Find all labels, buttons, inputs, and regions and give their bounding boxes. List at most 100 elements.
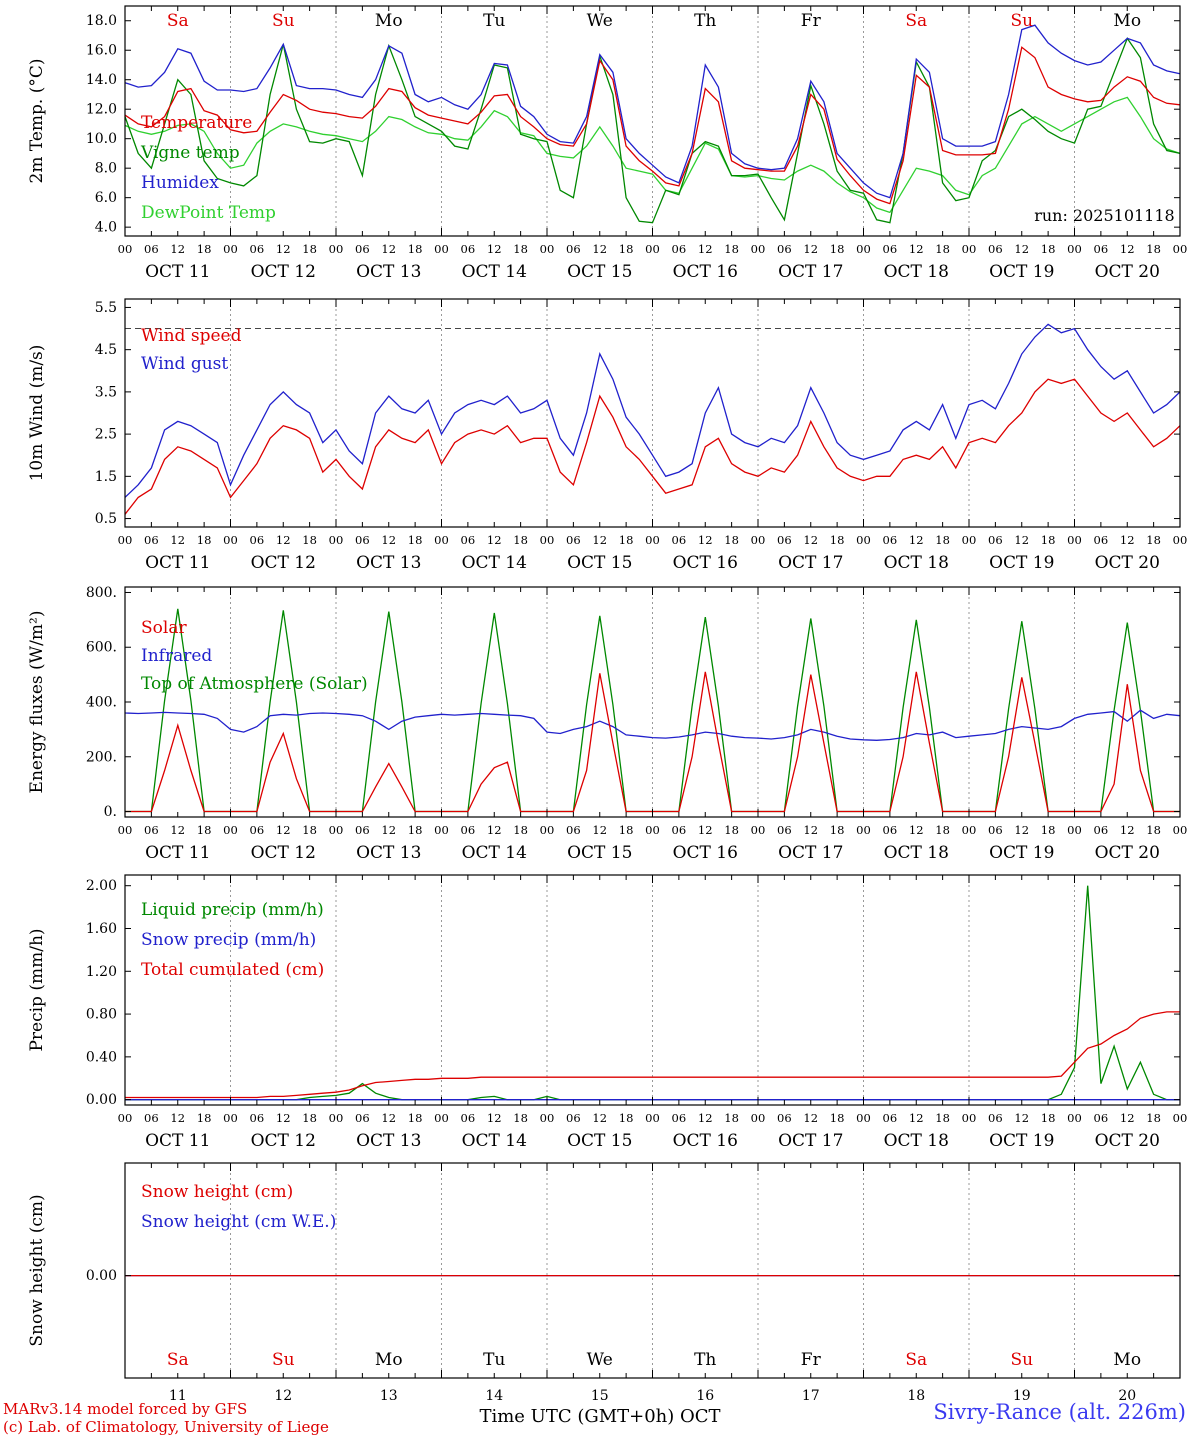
day-name-label: Su	[1010, 11, 1033, 31]
hour-tick-label: 18	[619, 1111, 634, 1125]
date-label: OCT 11	[145, 553, 210, 573]
hour-tick-label: 06	[1094, 1111, 1109, 1125]
y-tick-label: 4.0	[95, 220, 117, 236]
y-tick-label: 0.40	[86, 1049, 117, 1065]
hour-tick-label: 00	[1067, 823, 1082, 837]
hour-tick-label: 00	[962, 533, 977, 547]
hour-tick-label: 18	[408, 242, 423, 256]
hour-tick-label: 18	[302, 242, 317, 256]
series-temperature	[124, 46, 1181, 205]
series-wind-speed	[124, 378, 1181, 515]
date-label: OCT 20	[1095, 1131, 1160, 1151]
wind-chart: 0.5 1.5 2.5 3.5 4.5 5.5 10m Wind (m/s) 00 06 12 18…	[27, 298, 1187, 573]
hour-tick-label: 18	[513, 823, 528, 837]
date-label: OCT 13	[356, 1131, 421, 1151]
hour-tick-label: 12	[487, 823, 502, 837]
date-label: 12	[274, 1388, 292, 1403]
hour-tick-label: 00	[329, 823, 344, 837]
hour-tick-label: 18	[302, 823, 317, 837]
hour-tick-label: 06	[883, 533, 898, 547]
hour-tick-label: 06	[777, 1111, 792, 1125]
date-label: 11	[169, 1388, 187, 1403]
hour-tick-label: 06	[1094, 242, 1109, 256]
date-label: OCT 14	[462, 1131, 527, 1151]
hour-tick-label: 18	[408, 823, 423, 837]
hour-tick-label: 06	[1094, 533, 1109, 547]
hour-tick-label: 12	[592, 533, 607, 547]
legend-temperature: Temperature	[141, 113, 252, 133]
temperature-gridlines	[230, 6, 1075, 236]
hour-tick-label: 00	[329, 1111, 344, 1125]
hour-tick-label: 00	[751, 823, 766, 837]
day-name-label: Su	[1010, 1350, 1033, 1370]
y-axis-title: Energy fluxes (W/m²)	[27, 611, 47, 794]
hour-tick-label: 12	[1014, 242, 1029, 256]
hour-tick-label: 12	[487, 1111, 502, 1125]
legend-wind-gust: Wind gust	[141, 354, 228, 374]
snow-gridlines	[230, 1163, 1075, 1378]
y-tick-label: 0.	[104, 804, 117, 820]
date-label: 14	[485, 1388, 503, 1403]
hour-tick-label: 06	[250, 823, 265, 837]
date-label: OCT 15	[567, 262, 632, 282]
hour-tick-label: 06	[461, 242, 476, 256]
hour-tick-label: 12	[1014, 533, 1029, 547]
hour-tick-label: 06	[672, 242, 687, 256]
date-label: 18	[907, 1388, 925, 1403]
legend-solar: Solar	[141, 618, 187, 638]
day-name-label: We	[587, 11, 613, 31]
hour-tick-label: 12	[487, 533, 502, 547]
footer: MARv3.14 model forced by GFS (c) Lab. of…	[0, 1398, 1194, 1440]
hour-tick-label: 00	[751, 1111, 766, 1125]
hour-tick-label: 12	[170, 823, 185, 837]
hour-tick-label: 06	[144, 1111, 159, 1125]
hour-tick-label: 12	[909, 823, 924, 837]
hour-tick-label: 00	[223, 823, 238, 837]
y-tick-label: 6.0	[95, 190, 117, 206]
series-humidex	[124, 24, 1181, 199]
hour-tick-label: 06	[250, 242, 265, 256]
panel-precip: 0.00 0.40 0.80 1.20 1.60 2.00 Precip (mm/h) 00 0…	[0, 869, 1194, 1157]
hour-tick-label: 12	[803, 533, 818, 547]
hour-tick-label: 00	[962, 242, 977, 256]
hour-tick-label: 12	[381, 1111, 396, 1125]
hour-tick-label: 00	[1173, 1111, 1188, 1125]
y-tick-label: 5.5	[95, 300, 117, 316]
date-label: OCT 17	[778, 843, 843, 863]
temperature-chart: 4.0 6.0 8.0 10.0 12.0 14.0 16.0 18.0 2m Temp. (°…	[27, 5, 1187, 282]
hour-tick-label: 00	[329, 533, 344, 547]
hour-tick-label: 18	[302, 533, 317, 547]
hour-tick-label: 12	[381, 823, 396, 837]
hour-tick-label: 12	[592, 823, 607, 837]
hour-tick-label: 00	[856, 1111, 871, 1125]
hour-tick-label: 12	[1120, 1111, 1135, 1125]
hour-tick-label: 06	[566, 533, 581, 547]
hour-tick-label: 18	[197, 823, 212, 837]
temperature-series	[124, 24, 1181, 224]
hour-tick-label: 18	[1146, 242, 1161, 256]
day-name-label: Fr	[801, 11, 822, 31]
hour-tick-label: 00	[1173, 823, 1188, 837]
hour-tick-label: 06	[988, 533, 1003, 547]
hour-tick-label: 12	[909, 533, 924, 547]
day-name-label: Tu	[483, 1350, 505, 1370]
hour-tick-label: 12	[698, 1111, 713, 1125]
snow-axes: 0.00 Snow height (cm) 11 12 13 14 15 16 17 18 19 20…	[27, 1163, 1181, 1403]
hour-tick-label: 00	[223, 242, 238, 256]
date-label: OCT 11	[145, 262, 210, 282]
legend-dewpoint-temp: DewPoint Temp	[141, 203, 276, 223]
hour-tick-label: 18	[830, 533, 845, 547]
hour-tick-label: 00	[856, 823, 871, 837]
hour-tick-label: 00	[1067, 1111, 1082, 1125]
legend-humidex: Humidex	[141, 173, 219, 193]
hour-tick-label: 18	[408, 1111, 423, 1125]
hour-tick-label: 06	[566, 242, 581, 256]
y-tick-label: 0.00	[86, 1092, 117, 1108]
hour-tick-label: 00	[434, 242, 449, 256]
hour-tick-label: 18	[830, 242, 845, 256]
hour-tick-label: 00	[434, 1111, 449, 1125]
y-tick-label: 1.5	[95, 469, 117, 485]
hour-tick-label: 06	[461, 1111, 476, 1125]
series-wind-gust	[124, 323, 1181, 498]
